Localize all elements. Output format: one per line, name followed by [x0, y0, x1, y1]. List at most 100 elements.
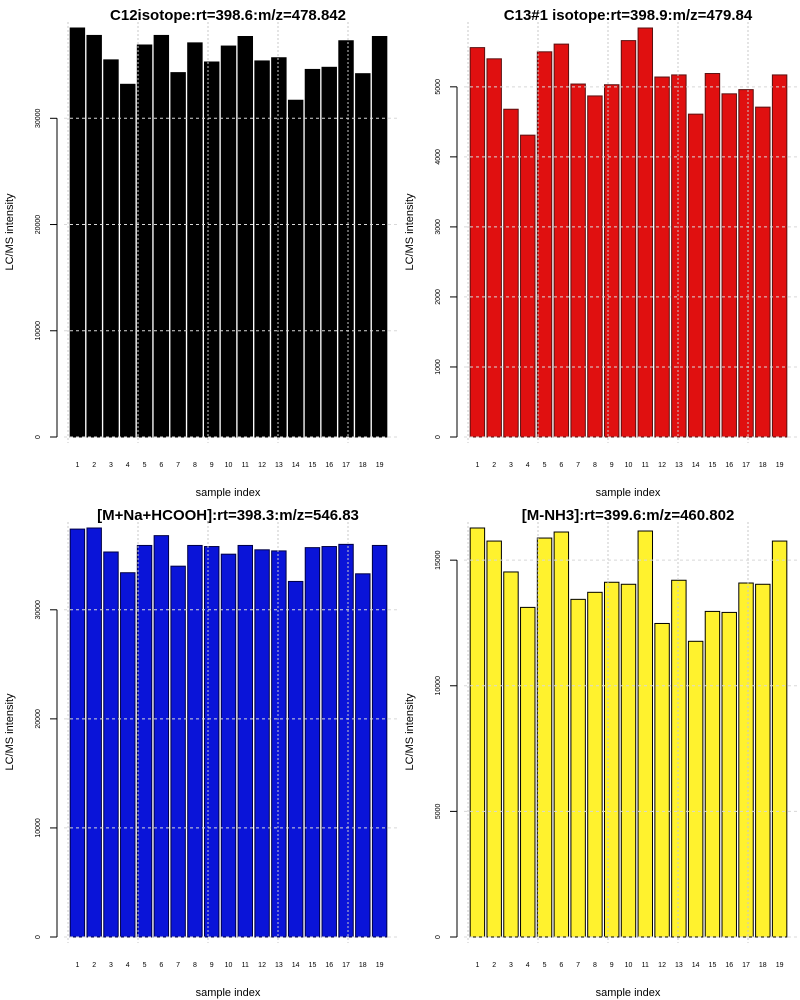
bar-sample-5	[136, 544, 153, 938]
bar-sample-8	[187, 42, 203, 438]
y-tick-label: 3000	[435, 219, 442, 235]
x-tick-label: 16	[325, 962, 333, 969]
x-tick-label: 5	[143, 462, 147, 469]
x-tick-label: 13	[675, 462, 683, 469]
bar-sample-18	[755, 106, 771, 438]
x-tick-label: 12	[258, 962, 266, 969]
chart-title: [M+Na+HCOOH]:rt=398.3:m/z=546.83	[97, 507, 359, 524]
bar-sample-2	[486, 540, 502, 938]
y-tick-label: 0	[35, 435, 42, 439]
bar-sample-14	[687, 640, 704, 938]
bar-sample-3	[103, 59, 119, 438]
bar-sample-19	[371, 544, 388, 938]
x-tick-label: 11	[642, 962, 649, 969]
bar-sample-16	[321, 66, 337, 438]
bar-sample-17	[738, 89, 754, 438]
y-tick-label: 5000	[435, 79, 442, 95]
x-tick-label: 17	[742, 462, 750, 469]
y-tick-label: 0	[435, 935, 442, 939]
bar-sample-4	[520, 134, 536, 438]
x-tick-label: 15	[309, 962, 317, 969]
bar-sample-9	[603, 84, 620, 438]
y-tick-label: 10000	[435, 676, 442, 696]
x-tick-label: 17	[342, 462, 350, 469]
bar-sample-9	[203, 546, 220, 938]
x-tick-label: 5	[543, 962, 547, 969]
bar-sample-15	[304, 68, 321, 438]
bar-sample-5	[536, 51, 553, 438]
bar-sample-13	[671, 74, 687, 438]
y-tick-label: 30000	[35, 108, 42, 128]
x-tick-label: 2	[92, 462, 96, 469]
x-tick-label: 18	[359, 462, 367, 469]
x-axis-label: sample index	[596, 987, 661, 999]
bar-sample-14	[287, 99, 304, 438]
chart-title: C13#1 isotope:rt=398.9:m/z=479.84	[504, 7, 753, 24]
y-axis-label: LC/MS intensity	[4, 693, 16, 771]
x-tick-label: 16	[725, 462, 733, 469]
x-tick-label: 8	[193, 962, 197, 969]
x-tick-label: 18	[359, 962, 367, 969]
y-tick-label: 4000	[435, 149, 442, 165]
x-tick-label: 1	[75, 462, 79, 469]
bar-sample-2	[486, 58, 502, 438]
x-tick-label: 9	[610, 962, 614, 969]
x-tick-label: 19	[376, 462, 384, 469]
x-tick-label: 10	[625, 962, 633, 969]
bar-sample-7	[570, 598, 586, 938]
x-tick-label: 7	[176, 962, 180, 969]
bar-sample-12	[654, 76, 670, 438]
y-tick-label: 30000	[35, 600, 42, 620]
x-tick-label: 13	[275, 962, 283, 969]
x-tick-label: 18	[759, 962, 767, 969]
bar-sample-6	[553, 43, 570, 438]
bar-sample-4	[120, 572, 136, 938]
x-tick-label: 19	[776, 462, 784, 469]
y-axis-label: LC/MS intensity	[4, 193, 16, 271]
bar-sample-15	[304, 547, 321, 938]
x-tick-label: 4	[126, 462, 130, 469]
bar-sample-3	[503, 108, 519, 438]
x-tick-label: 5	[543, 462, 547, 469]
bar-sample-11	[237, 35, 254, 438]
bar-sample-10	[620, 583, 637, 938]
bar-sample-11	[237, 544, 254, 938]
x-tick-label: 11	[242, 962, 249, 969]
x-tick-label: 12	[258, 462, 266, 469]
x-tick-label: 19	[376, 962, 384, 969]
y-axis-label: LC/MS intensity	[404, 693, 416, 771]
y-tick-label: 0	[435, 435, 442, 439]
y-tick-label: 20000	[35, 709, 42, 729]
x-tick-label: 6	[159, 962, 163, 969]
x-tick-label: 17	[742, 962, 750, 969]
x-tick-label: 7	[576, 462, 580, 469]
x-tick-label: 8	[193, 462, 197, 469]
bar-sample-17	[338, 543, 354, 938]
bar-sample-13	[271, 57, 287, 438]
y-tick-label: 0	[35, 935, 42, 939]
bar-sample-7	[570, 83, 586, 438]
bar-sample-10	[220, 553, 237, 938]
bar-sample-11	[637, 530, 654, 938]
bar-sample-14	[687, 113, 704, 438]
x-tick-label: 7	[576, 962, 580, 969]
x-tick-label: 3	[109, 962, 113, 969]
x-tick-label: 13	[675, 962, 683, 969]
panel-c12-isotope: C12isotope:rt=398.6:m/z=478.842 sample i…	[4, 7, 398, 499]
x-tick-label: 14	[292, 462, 300, 469]
bar-sample-7	[170, 72, 186, 438]
bar-sample-18	[355, 73, 371, 438]
x-tick-label: 14	[292, 962, 300, 969]
y-tick-label: 20000	[35, 215, 42, 235]
x-tick-label: 19	[776, 962, 784, 969]
y-tick-label: 10000	[35, 818, 42, 838]
x-tick-label: 8	[593, 962, 597, 969]
y-tick-label: 2000	[435, 289, 442, 305]
x-tick-label: 4	[526, 462, 530, 469]
x-tick-label: 12	[658, 462, 666, 469]
bar-sample-14	[287, 580, 304, 938]
bar-sample-7	[170, 565, 186, 938]
bar-sample-16	[721, 611, 737, 938]
y-tick-label: 15000	[435, 550, 442, 570]
